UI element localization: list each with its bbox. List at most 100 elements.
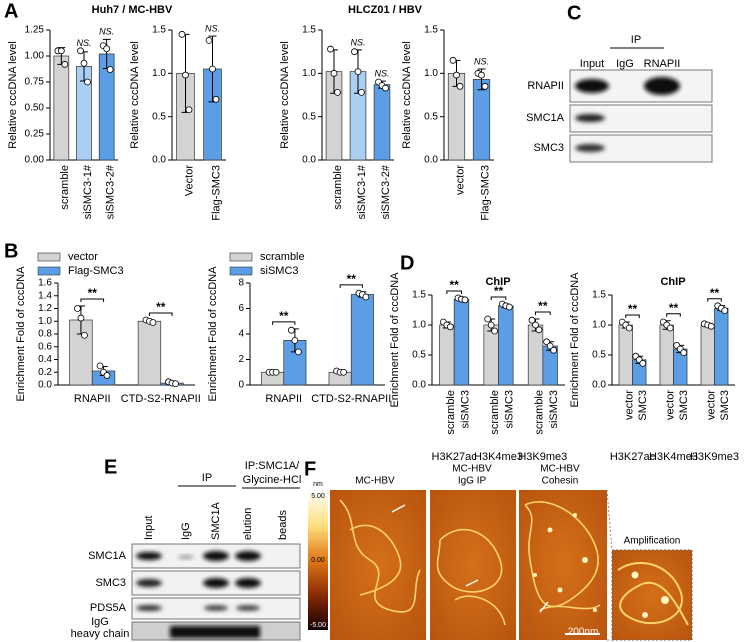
legend-label: scramble	[260, 251, 305, 263]
bar	[453, 298, 470, 386]
x-tick-label: H3K9me3	[518, 451, 567, 463]
x-bar-label: siSMC3	[548, 390, 560, 429]
data-point	[205, 37, 213, 44]
bar	[498, 305, 514, 386]
data-point	[74, 305, 81, 312]
protein-dots	[631, 571, 669, 618]
blot-header: IP	[631, 34, 641, 46]
x-tick-label: scramble	[332, 165, 344, 210]
y-tick-label: 8	[238, 278, 244, 289]
data-point	[449, 56, 457, 64]
x-bar-label: SMC3	[678, 390, 690, 421]
y-tick-label: 1.5	[412, 290, 426, 301]
band	[136, 579, 162, 587]
bar	[53, 55, 70, 161]
legend-swatch	[229, 266, 253, 276]
row-label: heavy chain	[71, 628, 130, 640]
x-tick-label: siSMC3-2#	[105, 164, 117, 219]
significance-note: NS.	[99, 27, 114, 37]
y-tick-label: 1.0	[412, 320, 426, 331]
data-point	[106, 66, 114, 73]
band	[203, 578, 229, 588]
bar	[527, 324, 544, 386]
x-bar-label: scramble	[489, 390, 501, 435]
significance-bracket	[490, 296, 507, 300]
x-bar-label: SMC3	[719, 390, 731, 421]
y-tick-label: 0.75	[25, 77, 45, 88]
significance-bracket	[80, 298, 105, 302]
significance-bracket	[666, 313, 681, 317]
x-tick-label: H3K4me3	[474, 451, 523, 463]
image-title: IgG IP	[458, 476, 487, 487]
data-point	[358, 89, 365, 96]
significance-label: **	[538, 299, 548, 313]
panel-label: D	[400, 252, 414, 274]
data-point	[625, 324, 633, 332]
blot-header: Glycine-HCl	[243, 474, 302, 486]
data-point	[287, 326, 295, 334]
y-tick-label: 0	[238, 380, 244, 391]
data-point	[185, 106, 193, 114]
x-tick-label: CTD-S2-RNAPII	[121, 393, 201, 405]
band	[235, 578, 261, 588]
y-tick-label: 0.50	[25, 103, 45, 114]
legend-label: siSMC3	[260, 265, 299, 277]
blot-strip	[569, 69, 713, 103]
colorbar-unit: nm	[313, 481, 323, 488]
image-title: Cohesin	[542, 476, 579, 487]
data-point	[446, 323, 454, 331]
blot-header: IP:SMC1A/	[245, 460, 300, 472]
y-axis-label: Relative cccDNA level	[7, 41, 19, 149]
x-bar-label: scramble	[445, 390, 457, 435]
data-point	[478, 71, 485, 79]
lane-label: Input	[580, 58, 604, 70]
bar	[472, 79, 491, 161]
significance-label: **	[449, 278, 459, 292]
panel-label: E	[104, 456, 117, 478]
chart-title: ChIP	[485, 276, 510, 288]
y-tick-label: 1.5	[592, 290, 606, 301]
data-point	[149, 319, 157, 326]
band	[136, 605, 162, 611]
y-tick-label: 2	[238, 354, 244, 365]
row-label: SMC1A	[526, 112, 565, 124]
x-tick-label: Flag-SMC3	[479, 165, 491, 221]
data-point	[80, 59, 88, 67]
band	[204, 605, 228, 611]
lane-label: IgG	[616, 58, 634, 70]
x-tick-label: siSMC3-1#	[356, 164, 368, 219]
y-tick-label: 0.25	[25, 129, 45, 140]
x-bar-label: vector	[706, 390, 718, 420]
significance-bracket	[625, 314, 640, 318]
row-label: PDS5A	[90, 602, 127, 614]
arrow	[465, 579, 479, 587]
x-tick-label: siSMC3-2#	[380, 164, 392, 219]
legend-label: Flag-SMC3	[68, 265, 124, 277]
x-tick-label: RNAPII	[74, 393, 111, 405]
band	[178, 555, 194, 559]
significance-label: **	[347, 272, 357, 286]
y-tick-label: 0.5	[592, 350, 606, 361]
y-tick-label: 1.0	[38, 316, 52, 327]
y-axis-label: Enrichment Fold of cccDNA	[569, 272, 581, 408]
significance-label: **	[156, 300, 166, 314]
row-label: SMC3	[95, 577, 126, 589]
data-point	[680, 349, 688, 357]
data-point	[707, 322, 715, 330]
data-point	[535, 326, 543, 334]
data-point	[453, 71, 460, 79]
data-point	[340, 368, 348, 376]
y-tick-label: 0.0	[302, 155, 316, 166]
zoom-line	[606, 489, 613, 551]
y-tick-label: 0.5	[424, 111, 438, 122]
y-tick-label: 1.00	[25, 51, 45, 62]
scale-bar-label: 200nm	[568, 627, 599, 638]
y-tick-label: 0.5	[302, 111, 316, 122]
y-tick-label: 4	[238, 329, 244, 340]
band	[236, 605, 260, 611]
band	[203, 551, 229, 561]
y-tick-label: 0.0	[38, 380, 52, 391]
lane-label: beads	[277, 510, 289, 540]
significance-note: NS.	[374, 69, 389, 79]
bar	[714, 307, 729, 386]
